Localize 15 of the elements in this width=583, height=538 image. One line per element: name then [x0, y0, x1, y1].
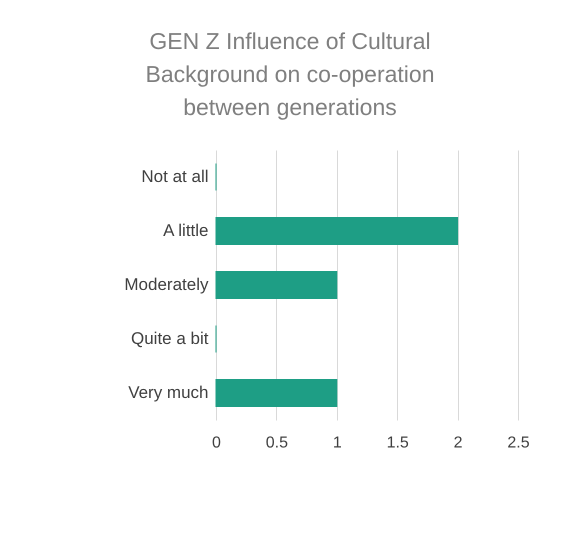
bar: [216, 271, 338, 299]
bar: [216, 217, 458, 245]
x-tick-label: 2.5: [507, 434, 530, 452]
x-tick-label: 0: [212, 434, 222, 452]
x-tick-label: 2: [454, 434, 463, 452]
y-tick-label: Quite a bit: [131, 329, 209, 348]
bar: [216, 379, 338, 407]
x-tick-label: 0.5: [266, 434, 288, 452]
chart-title: GEN Z Influence of Cultural Background on co-operation between generations: [146, 28, 434, 120]
y-tick-label: Not at all: [141, 167, 208, 186]
x-tick-label: 1: [332, 434, 342, 452]
y-tick-label: Moderately: [124, 275, 209, 294]
y-tick-label: A little: [163, 221, 208, 240]
y-tick-label: Very much: [128, 383, 208, 402]
x-tick-label: 1.5: [386, 434, 409, 452]
